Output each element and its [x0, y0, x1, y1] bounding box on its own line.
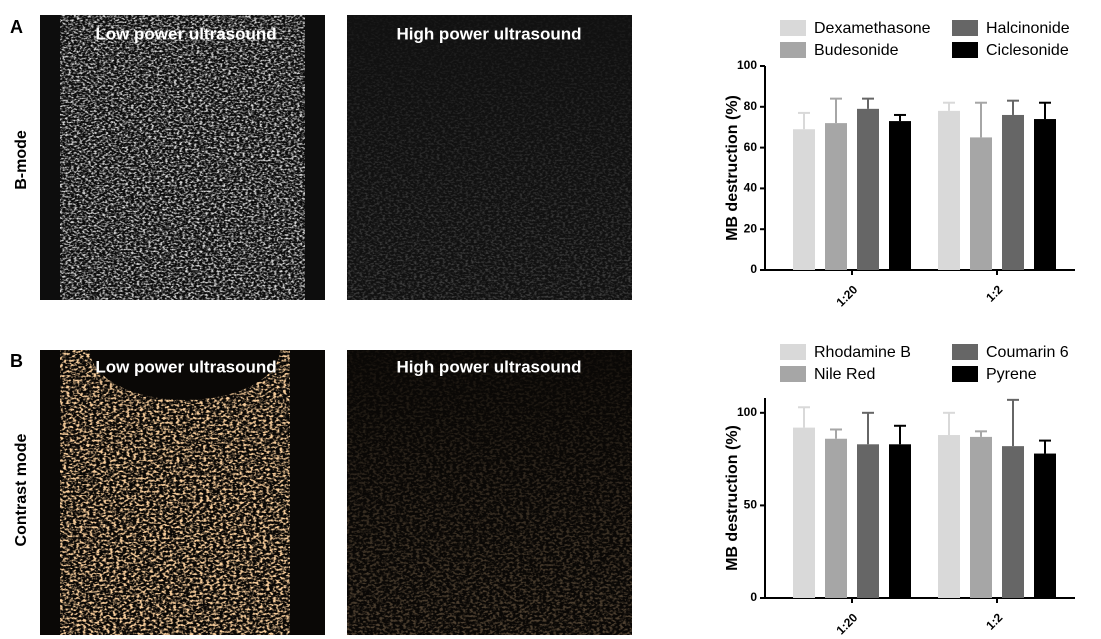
bar [857, 108, 879, 270]
image-title: High power ultrasound [396, 24, 581, 43]
legend-swatch [952, 20, 978, 36]
legend-swatch [780, 20, 806, 36]
y-tick-label: 60 [744, 140, 758, 154]
x-tick-label: 1:20 [833, 282, 860, 309]
legend-label: Rhodamine B [814, 344, 911, 361]
speckle [40, 350, 325, 635]
x-tick-label: 1:2 [983, 282, 1005, 304]
y-tick-label: 100 [737, 58, 757, 72]
y-tick-label: 0 [750, 262, 757, 276]
legend-swatch [780, 42, 806, 58]
bar [970, 137, 992, 270]
legend-label: Ciclesonide [986, 42, 1069, 59]
legend-label: Pyrene [986, 366, 1037, 383]
bar [1002, 114, 1024, 271]
bar [938, 435, 960, 598]
legend-label: Budesonide [814, 42, 899, 59]
bar [793, 129, 815, 270]
bar [1034, 119, 1056, 270]
y-tick-label: 50 [744, 498, 758, 512]
image-title: Low power ultrasound [95, 24, 276, 43]
panel-label: B [10, 351, 23, 371]
panel-label: A [10, 17, 23, 37]
bar [825, 123, 847, 271]
bar [857, 444, 879, 598]
y-axis-label: MB destruction (%) [724, 425, 741, 571]
bar [889, 444, 911, 598]
row-label: B-mode [13, 130, 30, 190]
bar [1034, 453, 1056, 598]
legend-label: Nile Red [814, 366, 875, 383]
y-axis-label: MB destruction (%) [724, 95, 741, 241]
legend-label: Coumarin 6 [986, 344, 1069, 361]
bar [1002, 446, 1024, 598]
image-title: Low power ultrasound [95, 357, 276, 376]
speckle [347, 350, 632, 635]
bar [970, 436, 992, 598]
image-title: High power ultrasound [396, 357, 581, 376]
ultrasound-images [40, 15, 632, 635]
legend-swatch [780, 344, 806, 360]
y-tick-label: 0 [750, 590, 757, 604]
bar [938, 110, 960, 270]
x-tick-label: 1:2 [983, 610, 1005, 632]
y-tick-label: 40 [744, 181, 758, 195]
legend-swatch [952, 344, 978, 360]
legend-label: Halcinonide [986, 20, 1070, 37]
legend-swatch [780, 366, 806, 382]
bar [889, 121, 911, 270]
legend-label: Dexamethasone [814, 20, 931, 37]
legend-swatch [952, 366, 978, 382]
y-tick-label: 80 [744, 99, 758, 113]
bar [825, 438, 847, 598]
bar [793, 427, 815, 598]
speckle [347, 15, 632, 300]
legend-swatch [952, 42, 978, 58]
row-label: Contrast mode [13, 433, 30, 546]
speckle [40, 15, 325, 300]
x-tick-label: 1:20 [833, 610, 860, 637]
y-tick-label: 100 [737, 405, 757, 419]
y-tick-label: 20 [744, 221, 758, 235]
